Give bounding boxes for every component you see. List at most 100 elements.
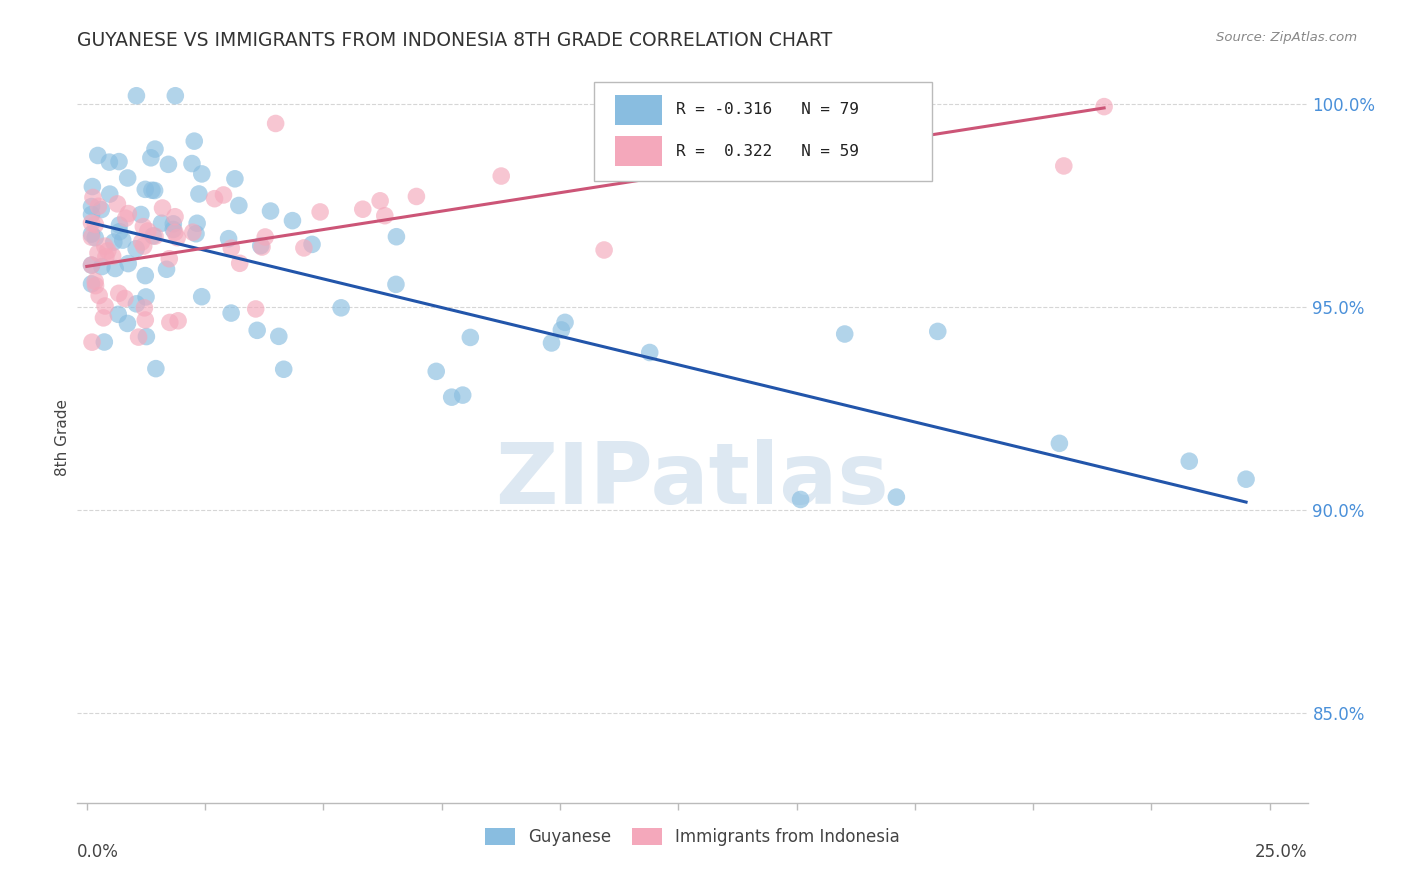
- Point: [385, 229, 408, 244]
- Point: [264, 116, 287, 130]
- Point: [128, 330, 150, 344]
- Point: [94, 299, 117, 313]
- Point: [80, 230, 103, 244]
- Point: [139, 151, 162, 165]
- Point: [136, 224, 159, 238]
- Point: [927, 325, 949, 339]
- Point: [143, 184, 166, 198]
- Point: [281, 213, 304, 227]
- Point: [451, 388, 474, 402]
- Point: [134, 268, 156, 283]
- Point: [301, 237, 323, 252]
- Text: 0.0%: 0.0%: [77, 843, 120, 861]
- Point: [155, 262, 177, 277]
- Point: [141, 183, 163, 197]
- Text: GUYANESE VS IMMIGRANTS FROM INDONESIA 8TH GRADE CORRELATION CHART: GUYANESE VS IMMIGRANTS FROM INDONESIA 8T…: [77, 31, 832, 50]
- Point: [80, 207, 103, 221]
- Point: [125, 242, 148, 256]
- Point: [212, 188, 235, 202]
- Point: [254, 230, 277, 244]
- Point: [228, 256, 250, 270]
- Point: [87, 148, 110, 162]
- Point: [134, 313, 156, 327]
- Point: [1047, 436, 1070, 450]
- Point: [1053, 159, 1076, 173]
- Point: [1234, 472, 1257, 486]
- Point: [108, 218, 131, 232]
- Point: [219, 306, 242, 320]
- Point: [145, 361, 167, 376]
- Point: [425, 364, 447, 378]
- Point: [157, 157, 180, 171]
- Point: [593, 243, 616, 257]
- Point: [267, 329, 290, 343]
- Point: [834, 326, 856, 341]
- Point: [90, 202, 112, 217]
- Point: [134, 182, 156, 196]
- Point: [98, 155, 121, 169]
- Point: [117, 257, 139, 271]
- Point: [142, 228, 165, 243]
- Point: [152, 201, 174, 215]
- Point: [352, 202, 374, 217]
- Point: [385, 277, 408, 292]
- Point: [748, 134, 770, 148]
- Point: [157, 252, 180, 266]
- Point: [183, 134, 205, 148]
- Point: [87, 199, 110, 213]
- Point: [167, 314, 190, 328]
- Point: [98, 187, 121, 202]
- Point: [82, 190, 104, 204]
- Point: [97, 244, 120, 258]
- Point: [117, 317, 139, 331]
- Text: R = -0.316   N = 79: R = -0.316 N = 79: [676, 103, 859, 118]
- Point: [159, 315, 181, 329]
- Point: [134, 301, 156, 315]
- Point: [114, 292, 136, 306]
- Point: [132, 219, 155, 234]
- Point: [93, 334, 115, 349]
- Point: [117, 171, 139, 186]
- Point: [125, 297, 148, 311]
- Point: [221, 241, 243, 255]
- Point: [80, 258, 103, 272]
- Text: Source: ZipAtlas.com: Source: ZipAtlas.com: [1216, 31, 1357, 45]
- Point: [84, 274, 107, 288]
- Point: [688, 85, 710, 99]
- Point: [368, 194, 391, 208]
- Point: [405, 189, 427, 203]
- Point: [135, 290, 157, 304]
- Point: [440, 390, 463, 404]
- Point: [143, 142, 166, 156]
- Point: [84, 218, 107, 232]
- Point: [246, 323, 269, 337]
- Point: [114, 211, 136, 226]
- Point: [80, 216, 103, 230]
- Point: [717, 85, 740, 99]
- Point: [218, 232, 240, 246]
- Point: [1092, 100, 1115, 114]
- Point: [108, 154, 131, 169]
- Point: [259, 204, 281, 219]
- Point: [87, 246, 110, 260]
- Point: [131, 235, 153, 249]
- Point: [80, 258, 103, 272]
- Point: [204, 192, 226, 206]
- Legend: Guyanese, Immigrants from Indonesia: Guyanese, Immigrants from Indonesia: [478, 822, 907, 853]
- Point: [107, 286, 129, 301]
- Bar: [614, 95, 662, 125]
- Text: ZIPatlas: ZIPatlas: [495, 440, 890, 523]
- Point: [129, 207, 152, 221]
- Point: [103, 235, 125, 249]
- Point: [101, 249, 124, 263]
- Bar: [614, 136, 662, 167]
- Point: [93, 310, 115, 325]
- Point: [89, 288, 111, 302]
- Text: R =  0.322   N = 59: R = 0.322 N = 59: [676, 144, 859, 159]
- Point: [135, 329, 157, 343]
- Point: [111, 233, 134, 247]
- Point: [166, 230, 188, 244]
- Point: [224, 171, 246, 186]
- Point: [84, 278, 107, 293]
- Point: [107, 307, 129, 321]
